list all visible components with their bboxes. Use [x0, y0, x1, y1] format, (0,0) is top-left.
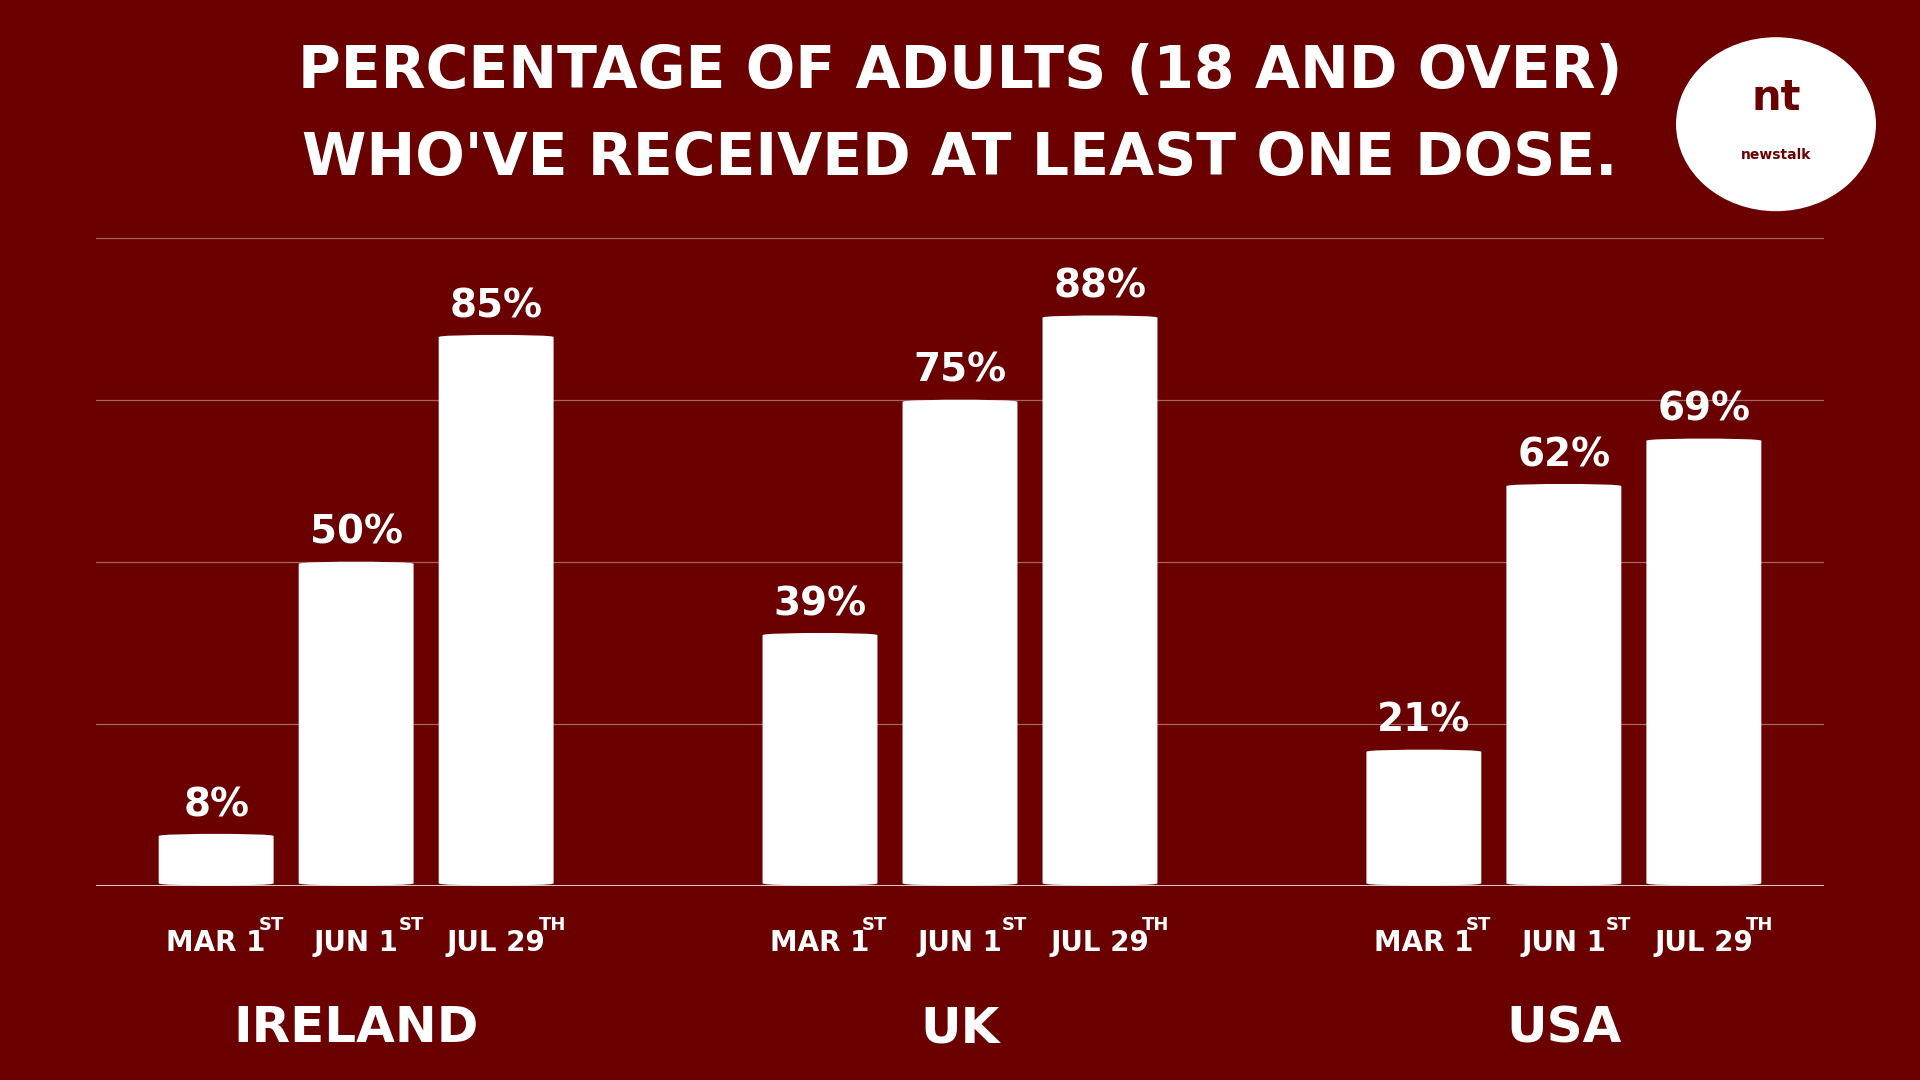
Text: 8%: 8% — [182, 786, 250, 824]
Text: 21%: 21% — [1377, 702, 1471, 740]
Text: nt: nt — [1751, 78, 1801, 120]
Text: 75%: 75% — [914, 352, 1006, 390]
Text: 50%: 50% — [309, 514, 403, 552]
Text: MAR 1: MAR 1 — [770, 929, 870, 957]
Text: WHO'VE RECEIVED AT LEAST ONE DOSE.: WHO'VE RECEIVED AT LEAST ONE DOSE. — [301, 130, 1619, 187]
FancyBboxPatch shape — [762, 633, 877, 886]
Circle shape — [1676, 38, 1876, 211]
Text: IRELAND: IRELAND — [234, 1004, 478, 1052]
FancyBboxPatch shape — [1043, 315, 1158, 886]
Text: MAR 1: MAR 1 — [1375, 929, 1473, 957]
Text: UK: UK — [920, 1004, 1000, 1052]
Text: TH: TH — [1745, 916, 1774, 934]
Text: PERCENTAGE OF ADULTS (18 AND OVER): PERCENTAGE OF ADULTS (18 AND OVER) — [298, 43, 1622, 100]
Text: JUN 1: JUN 1 — [313, 929, 399, 957]
Text: TH: TH — [1142, 916, 1169, 934]
Text: 39%: 39% — [774, 585, 866, 623]
FancyBboxPatch shape — [1367, 750, 1482, 886]
Text: JUN 1: JUN 1 — [1521, 929, 1607, 957]
Text: JUL 29: JUL 29 — [1050, 929, 1150, 957]
Text: ST: ST — [1002, 916, 1027, 934]
Text: 69%: 69% — [1657, 391, 1751, 429]
Text: JUL 29: JUL 29 — [1655, 929, 1753, 957]
FancyBboxPatch shape — [438, 335, 553, 886]
Text: TH: TH — [538, 916, 566, 934]
Text: 85%: 85% — [449, 287, 543, 325]
Text: JUL 29: JUL 29 — [447, 929, 545, 957]
Text: newstalk: newstalk — [1741, 148, 1811, 162]
Text: ST: ST — [1607, 916, 1632, 934]
Text: ST: ST — [1467, 916, 1492, 934]
FancyBboxPatch shape — [300, 562, 413, 886]
Text: ST: ST — [259, 916, 284, 934]
Text: JUN 1: JUN 1 — [918, 929, 1002, 957]
Text: ST: ST — [397, 916, 424, 934]
Text: USA: USA — [1505, 1004, 1622, 1052]
FancyBboxPatch shape — [902, 400, 1018, 886]
FancyBboxPatch shape — [1507, 484, 1620, 886]
Text: ST: ST — [862, 916, 887, 934]
Text: MAR 1: MAR 1 — [167, 929, 265, 957]
Text: 88%: 88% — [1054, 268, 1146, 306]
Text: 62%: 62% — [1517, 436, 1611, 474]
FancyBboxPatch shape — [1645, 438, 1761, 886]
FancyBboxPatch shape — [159, 834, 275, 886]
